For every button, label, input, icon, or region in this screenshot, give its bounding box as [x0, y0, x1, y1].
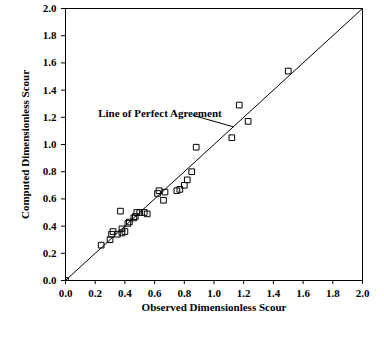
svg-text:1.8: 1.8 — [326, 287, 340, 299]
svg-text:1.0: 1.0 — [207, 287, 221, 299]
svg-text:1.2: 1.2 — [237, 287, 251, 299]
svg-text:0.8: 0.8 — [177, 287, 191, 299]
svg-text:0.2: 0.2 — [43, 247, 57, 259]
svg-text:1.6: 1.6 — [296, 287, 310, 299]
svg-text:1.4: 1.4 — [43, 84, 57, 96]
svg-text:0.4: 0.4 — [43, 220, 57, 232]
svg-text:1.4: 1.4 — [267, 287, 281, 299]
svg-text:1.2: 1.2 — [43, 111, 57, 123]
svg-text:Computed Dimensionless Scour: Computed Dimensionless Scour — [19, 70, 31, 219]
svg-text:1.0: 1.0 — [43, 138, 57, 150]
svg-text:0.4: 0.4 — [118, 287, 132, 299]
svg-text:Line of Perfect Agreement: Line of Perfect Agreement — [98, 107, 222, 119]
svg-text:0.8: 0.8 — [43, 165, 57, 177]
svg-text:0.0: 0.0 — [59, 287, 73, 299]
svg-text:0.2: 0.2 — [88, 287, 102, 299]
svg-text:0.6: 0.6 — [43, 192, 57, 204]
svg-text:1.8: 1.8 — [43, 29, 57, 41]
svg-text:Observed Dimensionless Scour: Observed Dimensionless Scour — [142, 301, 287, 313]
svg-text:0.0: 0.0 — [43, 274, 57, 286]
svg-text:1.6: 1.6 — [43, 56, 57, 68]
svg-text:0.6: 0.6 — [148, 287, 162, 299]
svg-text:2.0: 2.0 — [356, 287, 370, 299]
svg-text:2.0: 2.0 — [43, 2, 57, 14]
